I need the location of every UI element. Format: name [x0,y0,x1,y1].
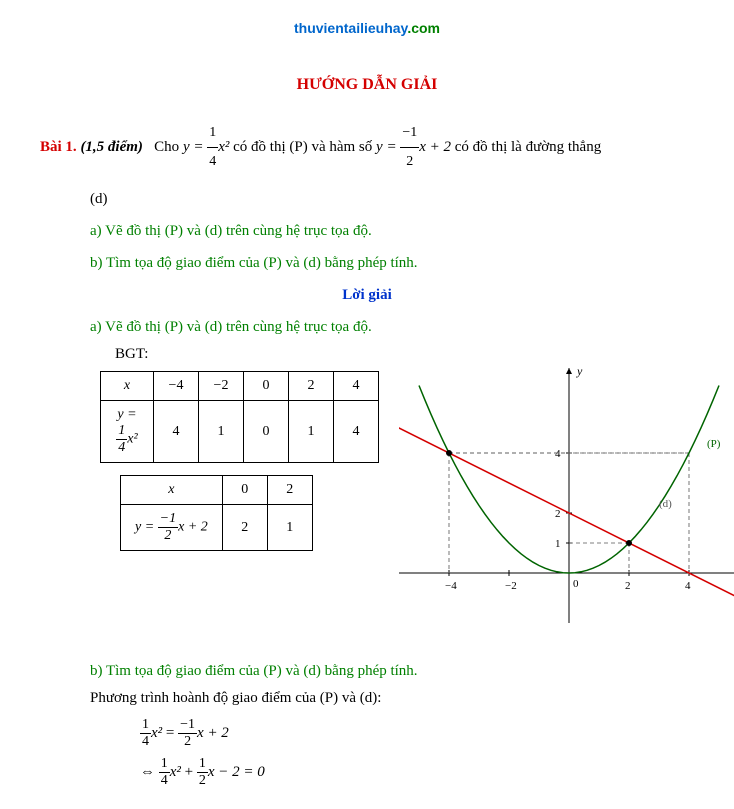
bgt-label: BGT: [115,346,694,363]
xplus2: x + 2 [419,139,451,155]
part-a: a) Vẽ đồ thị (P) và (d) trên cùng hệ trụ… [90,223,694,240]
table2-ylabel: y = −12x + 2 [121,505,223,551]
chart: xy−4−2024124(P)(d) [399,363,734,623]
table2-xlabel: x [121,476,223,505]
chart-container: xy−4−2024124(P)(d) [399,363,734,623]
eq1: 14x² = −12x + 2 [140,717,694,750]
site-link-main: thuvientailieuhay [294,20,407,36]
table-row: y = 14x² 4 1 0 1 4 [101,401,379,463]
tables-column: x −4 −2 0 2 4 y = 14x² 4 1 0 1 4 x [40,363,379,563]
sol-a: a) Vẽ đồ thị (P) và (d) trên cùng hệ trụ… [90,319,694,336]
svg-text:y: y [576,364,583,378]
page-title: HƯỚNG DẪN GIẢI [40,76,694,94]
y-equals: y = [183,139,207,155]
table1-ylabel: y = 14x² [101,401,154,463]
part-b: b) Tìm tọa độ giao điểm của (P) và (d) b… [90,255,694,272]
svg-text:4: 4 [685,580,691,592]
stem-post: có đồ thị là đường thẳng [455,139,601,155]
site-link: thuvientailieuhay.com [40,20,694,36]
stem-pre: Cho [154,139,183,155]
svg-text:4: 4 [555,448,561,460]
problem-points: (1,5 điểm) [80,139,142,155]
x-squared: x² [218,139,229,155]
d-label: (d) [90,191,694,208]
svg-text:(P): (P) [707,438,721,450]
svg-text:2: 2 [625,580,631,592]
frac-1-4: 1 4 [207,119,218,176]
site-link-tld: .com [407,20,440,36]
table-line: x 0 2 y = −12x + 2 2 1 [120,475,313,551]
sol-b-line: Phương trình hoành độ giao điểm của (P) … [90,690,694,707]
svg-text:−4: −4 [445,580,457,592]
svg-text:1: 1 [555,538,561,550]
svg-text:(d): (d) [659,498,672,510]
table-parabola: x −4 −2 0 2 4 y = 14x² 4 1 0 1 4 [100,371,379,463]
svg-text:−2: −2 [505,580,517,592]
svg-text:0: 0 [573,578,579,590]
tables-and-chart: x −4 −2 0 2 4 y = 14x² 4 1 0 1 4 x [40,363,694,623]
problem-label: Bài 1. [40,139,77,155]
table-row: x −4 −2 0 2 4 [101,372,379,401]
sol-b: b) Tìm tọa độ giao điểm của (P) và (d) b… [90,663,694,680]
y-equals-2: y = [376,139,400,155]
frac-m1-2: −1 2 [400,119,419,176]
eq2: ⇔ 14x² + 12x − 2 = 0 [140,756,694,789]
problem-statement: Bài 1. (1,5 điểm) Cho y = 1 4 x² có đồ t… [40,119,694,176]
svg-text:2: 2 [555,508,561,520]
table-row: y = −12x + 2 2 1 [121,505,313,551]
stem-mid: có đồ thị (P) và hàm số [233,139,376,155]
solution-title: Lời giải [40,287,694,304]
table-row: x 0 2 [121,476,313,505]
table1-xlabel: x [101,372,154,401]
